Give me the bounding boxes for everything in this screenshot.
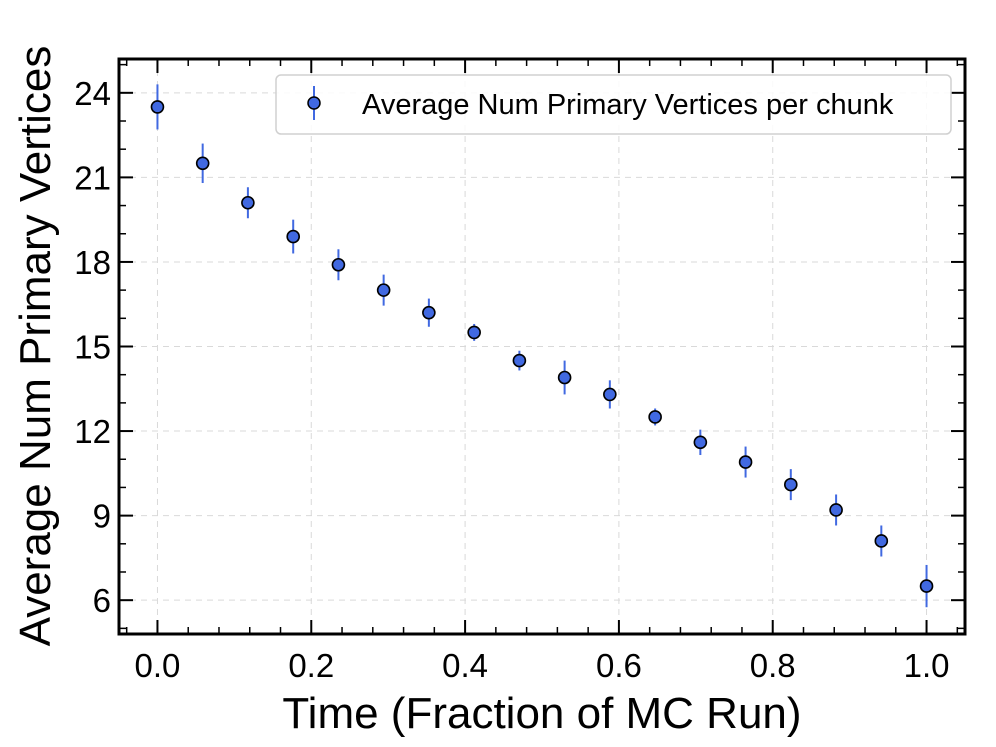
x-tick-label: 0.2 — [288, 647, 334, 684]
x-tick-label: 0.0 — [135, 647, 181, 684]
y-axis-label: Average Num Primary Vertices — [11, 46, 60, 647]
data-point — [376, 283, 391, 297]
data-point — [150, 100, 165, 114]
data-point — [784, 477, 798, 492]
data-point — [829, 503, 843, 517]
data-point — [286, 229, 300, 244]
plot-frame — [117, 57, 967, 636]
data-point — [874, 534, 889, 548]
y-tick-label: 6 — [93, 582, 111, 619]
data-point — [738, 455, 753, 469]
y-tick-label: 21 — [74, 159, 111, 196]
major-ticks — [119, 59, 965, 634]
data-points — [150, 100, 934, 593]
x-tick-label: 0.4 — [442, 647, 488, 684]
data-point — [557, 370, 572, 385]
grid-lines — [119, 59, 965, 634]
y-tick-label: 12 — [74, 413, 111, 450]
x-tick-label: 0.6 — [596, 647, 642, 684]
y-tick-label: 24 — [74, 75, 111, 112]
data-point — [648, 410, 662, 424]
legend: Average Num Primary Vertices per chunk — [275, 74, 952, 135]
x-tick-label: 1.0 — [904, 647, 950, 684]
data-point — [467, 325, 481, 340]
x-tick-label: 0.8 — [750, 647, 796, 684]
error-bars — [156, 84, 928, 608]
legend-entry-label: Average Num Primary Vertices per chunk — [362, 89, 894, 121]
data-point — [422, 305, 436, 320]
data-point — [693, 435, 708, 450]
y-tick-label: 9 — [93, 498, 111, 535]
data-point — [603, 387, 617, 402]
y-tick-label: 15 — [74, 329, 111, 366]
x-axis-label: Time (Fraction of MC Run) — [282, 689, 801, 738]
legend-box — [275, 74, 952, 135]
data-point — [241, 195, 255, 210]
data-point — [195, 156, 210, 171]
legend-marker — [307, 96, 321, 110]
data-point — [919, 579, 934, 593]
tick-labels: 0.0 0.2 0.4 0.6 0.8 1.0 6 9 12 15 18 21 24 — [74, 75, 949, 684]
data-point — [331, 257, 346, 272]
y-tick-label: 18 — [74, 244, 111, 281]
data-point — [512, 353, 527, 368]
